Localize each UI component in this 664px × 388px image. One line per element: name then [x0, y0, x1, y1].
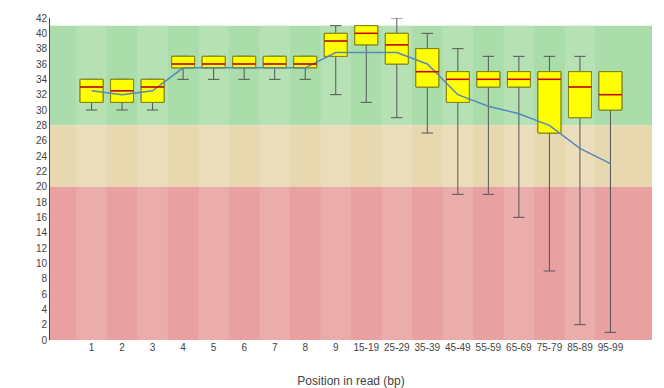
svg-text:20: 20 — [36, 181, 48, 192]
svg-text:24: 24 — [36, 151, 48, 162]
svg-text:38: 38 — [36, 43, 48, 54]
svg-text:0: 0 — [41, 335, 47, 346]
svg-text:75-79: 75-79 — [537, 342, 563, 353]
svg-text:30: 30 — [36, 105, 48, 116]
svg-text:45-49: 45-49 — [445, 342, 471, 353]
svg-text:7: 7 — [272, 342, 278, 353]
svg-text:42: 42 — [36, 13, 48, 24]
svg-text:22: 22 — [36, 166, 48, 177]
svg-text:8: 8 — [302, 342, 308, 353]
svg-text:9: 9 — [333, 342, 339, 353]
svg-text:35-39: 35-39 — [415, 342, 441, 353]
svg-text:8: 8 — [41, 273, 47, 284]
svg-text:12: 12 — [36, 243, 48, 254]
svg-text:65-69: 65-69 — [506, 342, 532, 353]
svg-text:26: 26 — [36, 135, 48, 146]
svg-text:10: 10 — [36, 258, 48, 269]
svg-text:25-29: 25-29 — [384, 342, 410, 353]
svg-text:28: 28 — [36, 120, 48, 131]
svg-text:55-59: 55-59 — [476, 342, 502, 353]
svg-text:5: 5 — [211, 342, 217, 353]
svg-text:34: 34 — [36, 74, 48, 85]
svg-text:95-99: 95-99 — [598, 342, 624, 353]
svg-text:32: 32 — [36, 89, 48, 100]
svg-text:2: 2 — [41, 319, 47, 330]
svg-text:36: 36 — [36, 59, 48, 70]
svg-text:1: 1 — [89, 342, 95, 353]
svg-text:Position in read (bp): Position in read (bp) — [297, 374, 404, 388]
svg-text:6: 6 — [41, 289, 47, 300]
svg-text:4: 4 — [41, 304, 47, 315]
svg-text:18: 18 — [36, 197, 48, 208]
svg-text:16: 16 — [36, 212, 48, 223]
svg-text:2: 2 — [119, 342, 125, 353]
svg-text:4: 4 — [180, 342, 186, 353]
svg-text:14: 14 — [36, 227, 48, 238]
svg-text:15-19: 15-19 — [353, 342, 379, 353]
svg-text:6: 6 — [241, 342, 247, 353]
svg-text:85-89: 85-89 — [567, 342, 593, 353]
svg-text:40: 40 — [36, 28, 48, 39]
svg-text:3: 3 — [150, 342, 156, 353]
